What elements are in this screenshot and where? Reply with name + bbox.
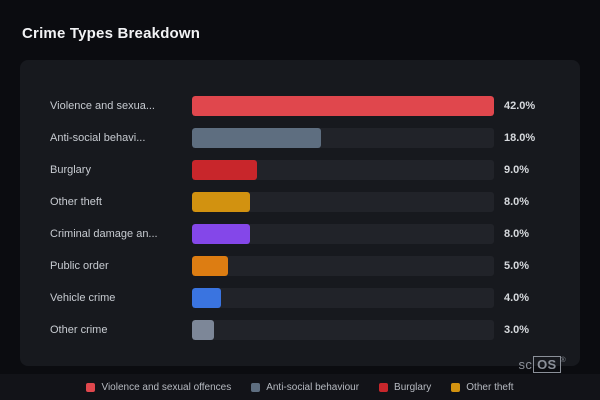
legend-label: Burglary — [394, 381, 432, 393]
bar-row: Anti-social behavi... 18.0% — [50, 128, 554, 148]
bar-track — [192, 160, 494, 180]
bar-value-label: 18.0% — [504, 132, 536, 144]
bar[interactable] — [192, 256, 228, 276]
legend: Violence and sexual offences Anti-social … — [0, 374, 600, 400]
category-label: Violence and sexua... — [50, 100, 155, 112]
category-label: Other theft — [50, 196, 102, 208]
page-title: Crime Types Breakdown — [22, 25, 201, 42]
bar-value-label: 8.0% — [504, 228, 530, 240]
legend-label: Other theft — [466, 381, 514, 393]
bar[interactable] — [192, 192, 250, 212]
registered-mark: ® — [560, 357, 566, 364]
bar-row: Vehicle crime 4.0% — [50, 288, 554, 308]
category-label: Vehicle crime — [50, 292, 116, 304]
category-label: Criminal damage an... — [50, 228, 158, 240]
bar[interactable] — [192, 160, 257, 180]
bar-track — [192, 320, 494, 340]
bar-row: Burglary 9.0% — [50, 160, 554, 180]
scos-logo-prefix: sc — [518, 357, 533, 372]
legend-item[interactable]: Other theft — [451, 381, 514, 393]
bar[interactable] — [192, 288, 221, 308]
bar-row: Criminal damage an... 8.0% — [50, 224, 554, 244]
bar-track — [192, 256, 494, 276]
legend-swatch-icon — [86, 382, 96, 392]
bar-track — [192, 192, 494, 212]
bar-value-label: 42.0% — [504, 100, 536, 112]
legend-label: Violence and sexual offences — [101, 381, 232, 393]
bar-track — [192, 288, 494, 308]
legend-item[interactable]: Anti-social behaviour — [251, 382, 359, 393]
category-label: Burglary — [50, 164, 91, 176]
bar[interactable] — [192, 224, 250, 244]
category-label: Other crime — [50, 324, 108, 336]
scos-logo-suffix: OS — [533, 356, 561, 373]
scos-logo: sc OS ® — [518, 356, 566, 373]
legend-swatch-icon — [379, 382, 389, 392]
legend-swatch-icon — [251, 382, 261, 392]
legend-label: Anti-social behaviour — [266, 381, 360, 393]
bar-value-label: 5.0% — [504, 260, 530, 272]
bar-value-label: 3.0% — [504, 324, 530, 336]
bar-track — [192, 224, 494, 244]
bar[interactable] — [192, 128, 322, 148]
bar-value-label: 8.0% — [504, 196, 530, 208]
legend-swatch-icon — [451, 382, 461, 392]
bar-value-label: 4.0% — [504, 292, 530, 304]
chart-card: Violence and sexua... 42.0% Anti-social be… — [20, 60, 580, 366]
bar[interactable] — [192, 96, 494, 116]
bar-track — [192, 128, 494, 148]
legend-item[interactable]: Burglary — [379, 382, 431, 393]
bar-row: Public order 5.0% — [50, 256, 554, 276]
bar-rows: Violence and sexua... 42.0% Anti-social be… — [50, 96, 554, 340]
legend-item[interactable]: Violence and sexual offences — [86, 382, 231, 393]
bar-value-label: 9.0% — [504, 164, 530, 176]
bar-row: Other crime 3.0% — [50, 320, 554, 340]
category-label: Anti-social behavi... — [50, 132, 146, 144]
bar-track — [192, 96, 494, 116]
category-label: Public order — [50, 260, 109, 272]
bar-row: Other theft 8.0% — [50, 192, 554, 212]
bar-row: Violence and sexua... 42.0% — [50, 96, 554, 116]
bar[interactable] — [192, 320, 214, 340]
